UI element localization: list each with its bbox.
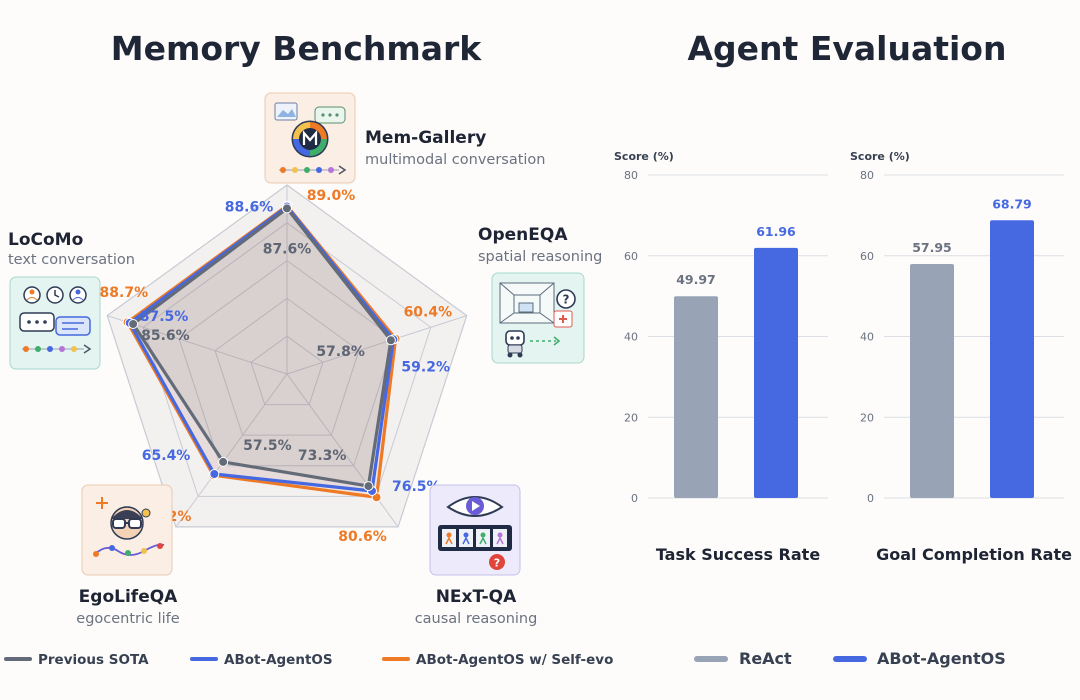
legend-label-abot-agentos: ABot-AgentOS [224, 652, 333, 668]
radar-value-s0-a0: 87.6% [263, 241, 312, 257]
legend-item-self-evo: ABot-AgentOS w/ Self-evo [382, 652, 613, 668]
radar-series [122, 200, 401, 503]
memory-benchmark-title: Memory Benchmark [111, 29, 483, 68]
y-axis-label-1: Score (%) [850, 150, 910, 163]
radar-value-s2-a2: 80.6% [338, 529, 387, 545]
axis-name-nextqa: NExT-QA [436, 587, 517, 607]
radar-series-0 [131, 206, 393, 488]
bar-value-1-0: 57.95 [912, 240, 952, 255]
radar-point-s0-a2 [363, 481, 374, 492]
axis-name-egolifeqa: EgoLifeQA [79, 587, 178, 607]
radar-ring-2 [178, 259, 396, 467]
radar-ring-3 [214, 297, 360, 436]
bar-legend: ReAct ABot-AgentOS [694, 649, 1006, 668]
radar-value-s0-a1: 57.8% [316, 344, 365, 360]
tick-label-1-20: 20 [860, 411, 874, 424]
radar-value-s1-a3: 65.4% [142, 448, 191, 464]
radar-ring-1 [142, 222, 432, 497]
legend-item-abot-bar: ABot-AgentOS [833, 649, 1006, 668]
category-label-0: Task Success Rate [656, 545, 821, 564]
bar-value-1-1: 68.79 [992, 196, 1032, 211]
tick-label-1-0: 0 [867, 492, 874, 505]
bar-0-0 [674, 296, 718, 498]
tick-label-0-40: 40 [624, 331, 638, 344]
radar-point-s0-a3 [218, 456, 229, 467]
chat-bubbles-icon [9, 276, 101, 370]
axis-name-mem-gallery: Mem-Gallery [365, 128, 486, 148]
radar-spoke-1 [286, 315, 467, 375]
radar-spoke-3 [175, 373, 288, 528]
tick-label-1-40: 40 [860, 331, 874, 344]
axis-sub-egolifeqa: egocentric life [76, 611, 179, 627]
radar-point-s1-a3 [209, 468, 220, 479]
bar-0-1 [754, 247, 798, 498]
tick-label-0-80: 80 [624, 169, 638, 182]
radar-point-s0-a0 [282, 203, 292, 214]
radar-value-s1-a2: 76.5% [392, 479, 441, 495]
bar-1-0 [910, 264, 954, 498]
radar-spoke-2 [286, 373, 399, 528]
radar-legend: Previous SOTA ABot-AgentOS ABot-AgentOS … [4, 652, 613, 668]
radar-point-s0-a4 [128, 319, 139, 330]
tick-label-1-80: 80 [860, 169, 874, 182]
radar-ring-4 [250, 335, 324, 406]
legend-item-abot-agentos: ABot-AgentOS [190, 652, 333, 668]
gallery-icon [264, 92, 356, 184]
tick-label-0-0: 0 [631, 492, 638, 505]
axis-sub-openeqa: spatial reasoning [478, 249, 602, 265]
radar-value-s0-a4: 85.6% [141, 328, 190, 344]
category-label-1: Goal Completion Rate [876, 545, 1072, 564]
axis-name-locomo: LoCoMo [8, 230, 83, 250]
radar-value-s0-a2: 73.3% [298, 448, 347, 464]
radar-value-s0-a3: 57.5% [243, 438, 292, 454]
radar-point-s0-a1 [385, 335, 396, 346]
radar-value-s2-a1: 60.4% [404, 305, 453, 321]
y-axis-label-0: Score (%) [614, 150, 674, 163]
legend-label-abot-bar: ABot-AgentOS [877, 649, 1006, 668]
glasses-icon [81, 484, 173, 576]
video-eye-icon: ? [429, 484, 521, 576]
tick-label-0-20: 20 [624, 411, 638, 424]
bar-panel-task-success: Score (%) 0 20 40 60 80 49.97 61.96 Task Success… [614, 150, 828, 564]
radar-value-s1-a1: 59.2% [401, 359, 450, 375]
bar-panel-goal-completion: Score (%) 0 20 40 60 80 57.95 68.79 Goal Complet… [850, 150, 1072, 564]
svg-text:?: ? [563, 293, 570, 307]
bar-1-1 [990, 220, 1034, 498]
radar-value-s2-a0: 89.0% [307, 188, 356, 204]
legend-label-self-evo: ABot-AgentOS w/ Self-evo [416, 652, 613, 668]
legend-label-react: ReAct [739, 649, 792, 668]
axis-sub-nextqa: causal reasoning [415, 611, 538, 627]
tick-label-1-60: 60 [860, 250, 874, 263]
bar-value-0-0: 49.97 [676, 272, 716, 287]
tick-label-0-60: 60 [624, 250, 638, 263]
axis-sub-mem-gallery: multimodal conversation [365, 152, 546, 168]
axis-sub-locomo: text conversation [8, 252, 135, 268]
robot-room-icon: ? [491, 272, 585, 364]
svg-text:?: ? [494, 557, 500, 570]
radar-chart: 87.6% 57.8% 73.3% 57.5% 85.6% 88.6% 59.2% 76.5%… [100, 184, 468, 545]
agent-evaluation-title: Agent Evaluation [688, 29, 1007, 68]
legend-item-previous-sota: Previous SOTA [4, 652, 149, 668]
legend-label-previous-sota: Previous SOTA [38, 652, 149, 668]
radar-value-s1-a4: 87.5% [140, 309, 189, 325]
bar-value-0-1: 61.96 [756, 224, 796, 239]
legend-item-react: ReAct [694, 649, 792, 668]
radar-value-s2-a4: 88.7% [100, 285, 149, 301]
axis-name-openeqa: OpenEQA [478, 225, 568, 245]
radar-value-s1-a0: 88.6% [225, 200, 274, 216]
